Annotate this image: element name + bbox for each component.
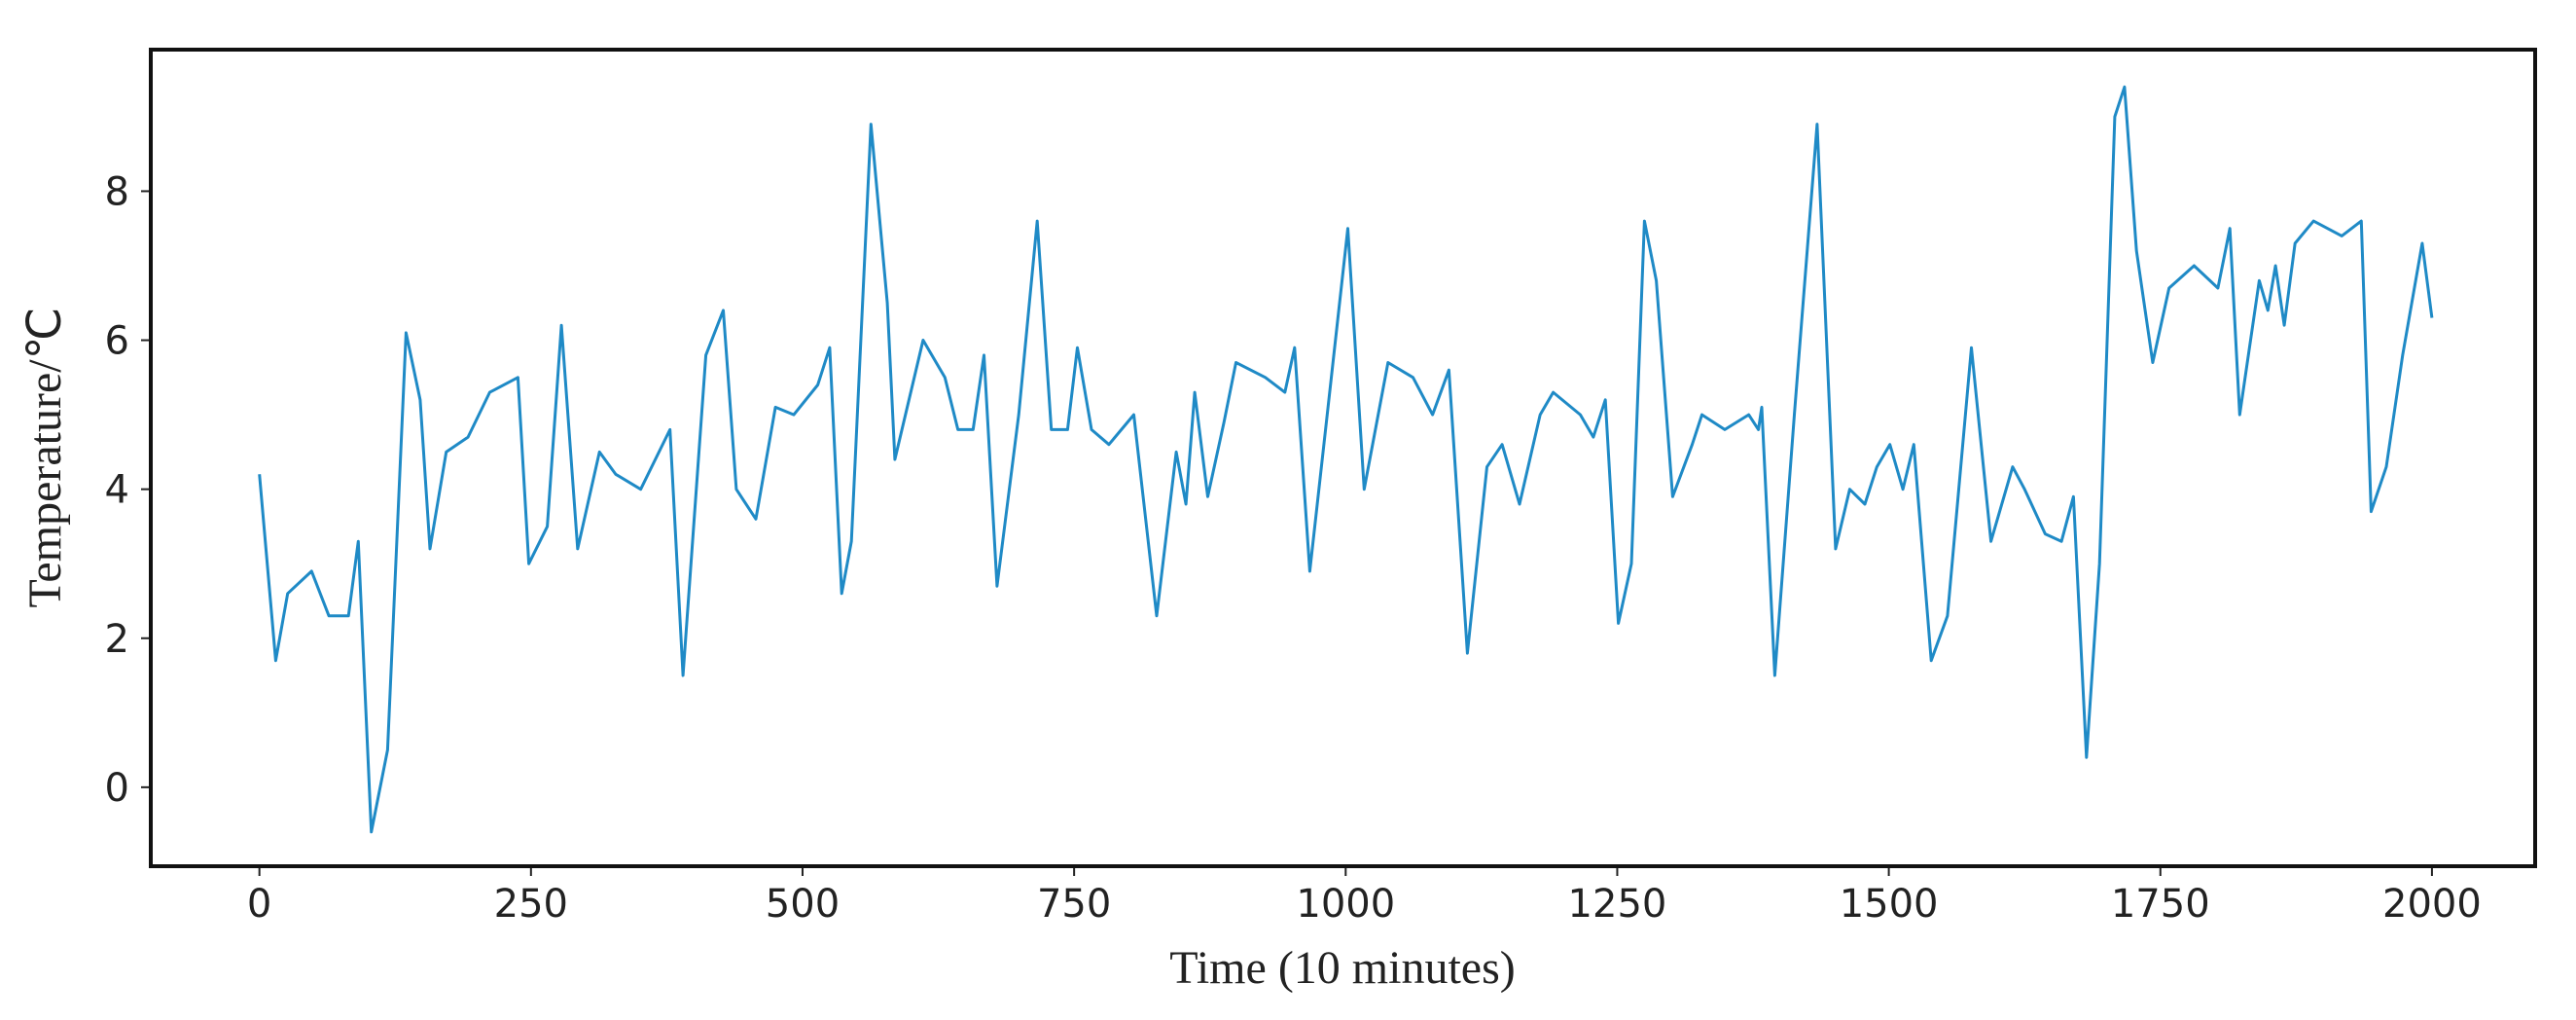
x-tick-label: 0 (247, 882, 271, 927)
x-tick-label: 750 (1037, 882, 1111, 927)
x-tick-label: 500 (766, 882, 840, 927)
x-axis-label: Time (10 minutes) (1169, 942, 1516, 994)
y-tick-label: 4 (105, 468, 129, 513)
y-tick-label: 6 (105, 319, 129, 364)
y-axis-label: Temperature/℃ (19, 307, 71, 607)
x-tick-label: 1500 (1840, 882, 1939, 927)
data-line (258, 85, 2434, 834)
x-tick-label: 1250 (1568, 882, 1667, 927)
plot-frame (149, 48, 2537, 868)
y-tick-label: 2 (105, 617, 129, 662)
y-tick-label: 8 (105, 169, 129, 214)
y-tick-label: 0 (105, 766, 129, 811)
x-tick-label: 1000 (1296, 882, 1395, 927)
x-tick-label: 2000 (2382, 882, 2482, 927)
x-tick-label: 250 (494, 882, 568, 927)
x-tick-label: 1750 (2111, 882, 2210, 927)
